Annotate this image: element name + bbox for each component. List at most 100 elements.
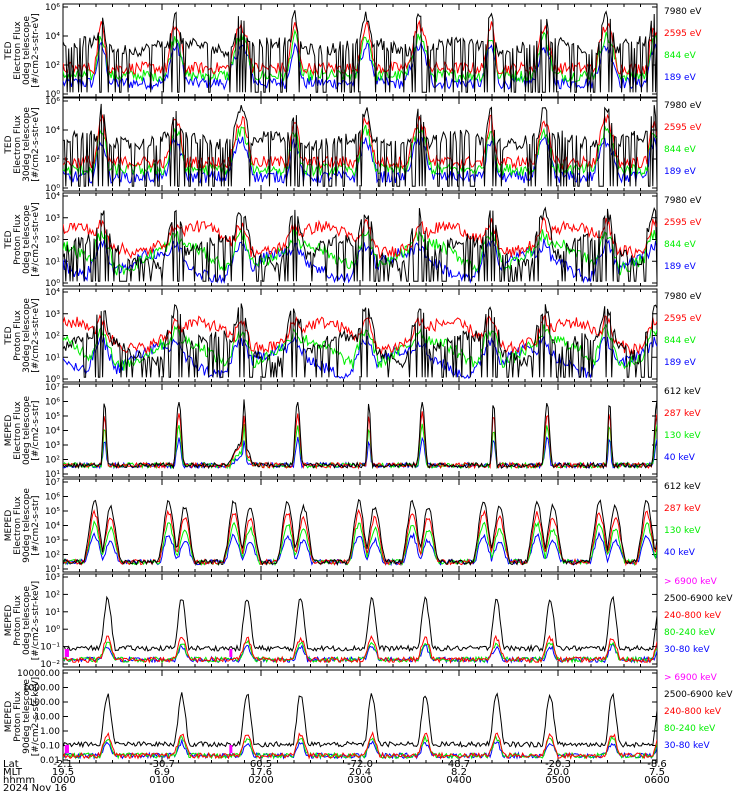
series-line [63,103,657,187]
legend-entry: 287 keV [664,504,701,514]
series-line [63,595,657,653]
legend-entry: 2595 eV [664,29,702,39]
series-line [63,206,657,282]
y-tick-label: 10⁰ [45,90,60,100]
legend-entry: 189 eV [664,358,697,368]
series-line [63,531,657,567]
y-tick-label: 10³ [45,573,60,583]
y-axis-title: 30deg telescope [22,298,32,373]
panel-1: 10⁶ 10⁴ 10² 10⁰ TED Electron Flux 0deg telesco… [4,3,702,100]
legend-entry: 7980 eV [664,7,702,17]
series-line [63,423,657,470]
series-line [63,639,657,664]
traces [63,399,657,470]
series-line [63,498,657,567]
x-tick-hhmm: 0100 [149,775,174,786]
y-tick-label: 10² [45,551,60,561]
y-axis-title: 90deg telescope [22,679,32,754]
y-tick-label: 10⁰ [45,279,60,289]
y-axis-title: TED [4,41,14,60]
legend-entry: 844 eV [664,51,697,61]
y-tick-label: 0.10 [40,742,60,752]
x-tick-hhmm: 0600 [644,775,669,786]
y-axis-title: MEPED [4,701,14,733]
legend-entry: > 6900 keV [664,577,718,587]
legend-entry: 2595 eV [664,123,702,133]
y-tick-label: 10³ [45,310,60,320]
x-tick-mlt: 17.6 [250,767,272,778]
y-tick-label: 1000.00 [23,684,60,694]
series-line [63,692,657,749]
y-tick-label: 10⁷ [45,478,60,488]
y-tick-label: 10⁴ [45,288,60,298]
y-tick-label: 10⁴ [45,126,60,136]
y-tick-label: 10⁷ [45,383,60,393]
plot-frame [62,573,658,668]
y-tick-label: 10² [45,590,60,600]
y-tick-label: 10³ [45,214,60,224]
y-tick-label: 10² [45,456,60,466]
legend-entry: 844 eV [664,240,697,250]
series-line [63,10,657,93]
y-tick-label: 10⁴ [45,427,60,437]
traces [63,103,657,187]
y-axis-title: [#/cm2-s-str-eV] [31,202,41,277]
y-axis-title: Electron Flux [13,496,23,555]
legend-entry: 189 eV [664,73,697,83]
y-tick-label: 10000.00 [17,669,60,679]
y-tick-label: 10¹ [45,257,60,267]
x-tick-lat: -20.3 [545,759,571,770]
series-line [63,227,657,276]
plot-frame [62,669,658,764]
legend-entry: 2500-6900 keV [664,690,733,700]
legend-entry: > 6900 keV [664,673,718,683]
legend-entry: 7980 eV [664,292,702,302]
legend-entry: 2595 eV [664,218,702,228]
x-tick-mlt: 19.5 [52,767,74,778]
y-axis-title: Electron Flux [13,401,23,460]
series-line [63,303,657,378]
legend-entry: 7980 eV [664,101,702,111]
legend-entry: 612 keV [664,387,701,397]
y-axis-title: 0deg telescope [22,586,32,656]
y-axis-title: 0deg telescope [22,205,32,275]
x-tick-lat: 60.5 [250,759,272,770]
panel-7: 10³ 10² 10¹ 10⁰ 10⁻¹ 10⁻² MEPED Proton Flux 0deg… [4,573,733,670]
traces [63,498,657,567]
x-axis-row-label: Lat [3,759,19,770]
y-axis-title: MEPED [4,605,14,637]
legend-entry: 844 eV [664,336,697,346]
y-tick-label: 10⁰ [45,375,60,385]
legend-entry: 240-800 keV [664,707,722,717]
legend-entry: 2595 eV [664,314,702,324]
y-tick-label: 10² [45,236,60,246]
y-tick-label: 10⁴ [45,32,60,42]
legend-entry: 240-800 keV [664,611,722,621]
y-tick-label: 100.00 [29,698,61,708]
panel-8: 10000.00 1000.00 100.00 10.00 1.00 0.10 0.01 ME… [4,669,733,766]
x-tick-lat: -72.0 [347,759,373,770]
panel-2: 10⁶ 10⁴ 10² 10⁰ TED Electron Flux 30deg telesc… [4,97,702,194]
legend-entry: 2500-6900 keV [664,594,733,604]
x-tick-hhmm: 0300 [347,775,372,786]
y-tick-label: 10⁶ [45,3,60,13]
y-axis-title: [#/cm2-s-str-eV] [31,13,41,88]
series-mark [65,745,69,753]
y-axis-title: TED [4,326,14,345]
y-tick-label: 10¹ [45,565,60,575]
y-tick-label: 10⁻¹ [40,643,60,653]
y-tick-label: 10⁴ [45,192,60,202]
x-tick-hhmm: 0400 [446,775,471,786]
y-axis-title: 0deg telescope [22,16,32,86]
x-axis-row-label: MLT [3,767,23,778]
y-tick-label: 10³ [45,536,60,546]
y-axis-title: Electron Flux [13,21,23,80]
y-axis-title: MEPED [4,510,14,542]
y-axis-title: TED [4,230,14,249]
legend-entry: 130 keV [664,526,701,536]
x-axis-row-label: 2024 Nov 16 [3,783,67,794]
x-tick-mlt: 6.9 [154,767,170,778]
legend-entry: 30-80 keV [664,741,710,751]
x-tick-lat: -30.7 [149,759,175,770]
y-tick-label: 10.00 [34,713,60,723]
